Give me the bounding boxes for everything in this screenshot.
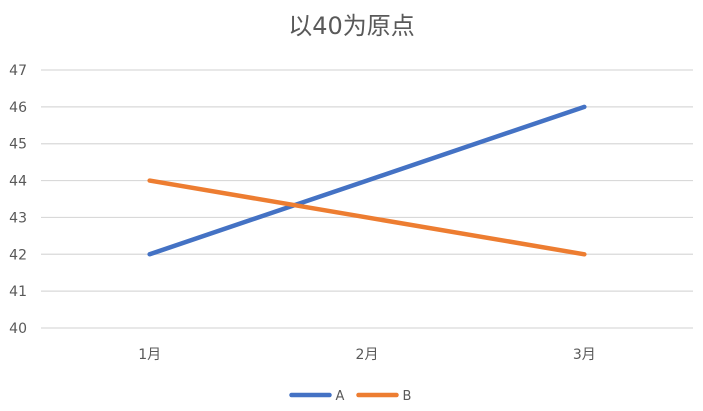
y-tick-label: 42 — [9, 247, 27, 263]
x-axis-tick-labels: 1月 2月 3月 — [138, 347, 596, 363]
y-tick-label: 40 — [9, 321, 27, 337]
y-axis-tick-labels: 40 41 42 43 44 45 46 47 — [9, 63, 27, 337]
y-tick-label: 47 — [9, 63, 27, 79]
y-tick-label: 43 — [9, 210, 27, 226]
chart-title: 以40为原点 — [288, 12, 415, 40]
x-tick-label: 3月 — [573, 347, 596, 363]
x-tick-label: 2月 — [356, 347, 379, 363]
y-tick-label: 45 — [9, 137, 27, 153]
legend-label-a: A — [336, 389, 345, 404]
legend-label-b: B — [403, 389, 412, 404]
x-tick-label: 1月 — [138, 347, 161, 363]
series-lines — [147, 104, 587, 257]
y-tick-label: 46 — [9, 100, 27, 116]
y-tick-label: 41 — [9, 284, 27, 300]
series-line-b — [147, 178, 587, 257]
series-line-a — [147, 104, 587, 257]
y-tick-label: 44 — [9, 174, 27, 190]
gridlines — [41, 69, 693, 329]
